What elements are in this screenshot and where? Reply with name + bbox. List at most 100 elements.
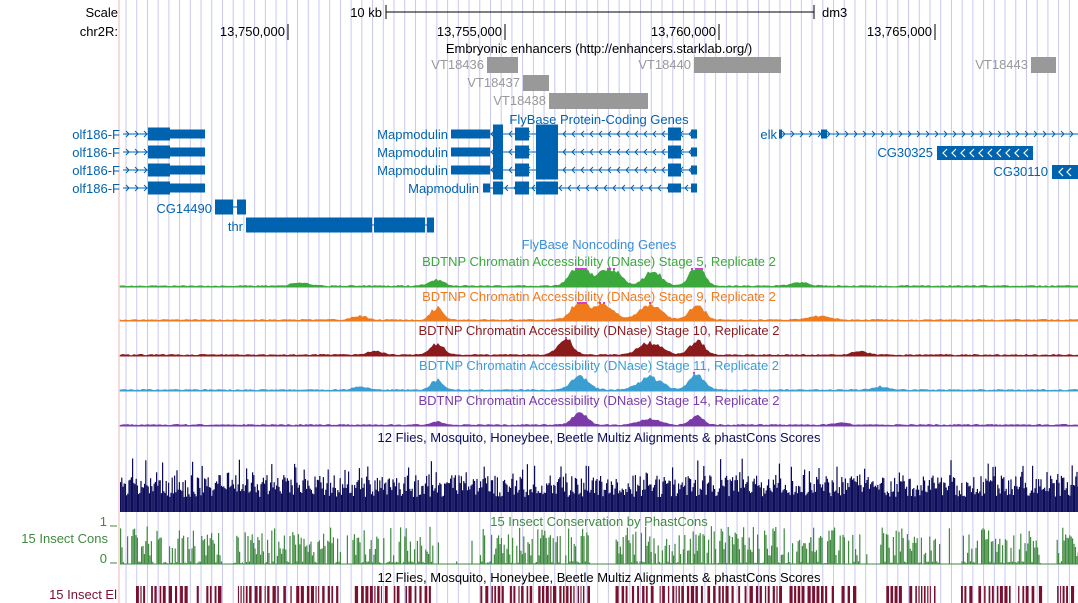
multiz-bar (1011, 489, 1013, 512)
noncoding-genes-track-title[interactable]: FlyBase Noncoding Genes (522, 237, 677, 252)
conserved-element (136, 586, 139, 603)
dnase-tracks[interactable]: BDTNP Chromatin Accessibility (DNase) St… (119, 254, 1078, 427)
multiz-bar (718, 488, 720, 512)
dnase-track-5[interactable]: BDTNP Chromatin Accessibility (DNase) St… (119, 393, 1078, 427)
enhancer-vt18438[interactable] (549, 93, 648, 109)
multiz-conservation-wiggle[interactable] (120, 458, 1078, 513)
gene-label-mapmodulin-1[interactable]: Mapmodulin (377, 127, 448, 142)
multiz-bar (649, 484, 651, 512)
enhancer-label-vt18443[interactable]: VT18443 (975, 57, 1028, 72)
multiz-bar (844, 478, 846, 512)
cons-bar (134, 528, 136, 564)
gene-model-cg30325[interactable] (937, 146, 1033, 160)
enhancer-vt18437[interactable] (523, 75, 549, 91)
gene-model-elk[interactable] (779, 129, 1078, 139)
cons-bar (318, 540, 320, 564)
multiz-bar (268, 490, 270, 512)
multiz-bar (964, 496, 966, 512)
cg30325-strand-arrow (942, 148, 948, 158)
cons-bar (883, 533, 885, 564)
gene-label-thr[interactable]: thr (228, 219, 244, 234)
protein-coding-genes-track[interactable]: FlyBase Protein-Coding Genes olf186-F ol… (72, 112, 1078, 234)
gene-models-mapmodulin[interactable] (451, 124, 697, 195)
gene-label-cg14490[interactable]: CG14490 (156, 201, 212, 216)
conserved-element (573, 586, 575, 603)
cons-bar (814, 552, 816, 564)
multiz-bar (208, 487, 210, 512)
gene-label-olf186-f-4[interactable]: olf186-F (72, 181, 120, 196)
insect-conservation-wiggle[interactable] (120, 526, 1078, 565)
multiz-bar (542, 494, 544, 512)
cons-bar (887, 534, 889, 564)
gene-label-cg30110[interactable]: CG30110 (993, 164, 1048, 179)
conserved-element (821, 586, 824, 603)
cons-bar (783, 528, 785, 564)
cons-bar (423, 562, 425, 564)
conserved-element (570, 586, 572, 603)
multiz-bar (517, 492, 519, 512)
multiz-bar (526, 464, 528, 512)
cons-bar (797, 541, 799, 564)
enhancer-vt18436[interactable] (487, 57, 518, 73)
gene-models-olf186-f[interactable] (123, 127, 205, 195)
cons-bar (930, 550, 932, 564)
cons-bar (671, 551, 673, 564)
multiz-bar (354, 485, 356, 512)
dnase-track-1[interactable]: BDTNP Chromatin Accessibility (DNase) St… (119, 254, 1078, 288)
conserved-element (996, 586, 999, 603)
dnase-track-3[interactable]: BDTNP Chromatin Accessibility (DNase) St… (119, 323, 1078, 357)
conserved-element (909, 586, 913, 603)
conserved-elements-track[interactable] (136, 586, 1075, 603)
multiz-bar (561, 487, 563, 512)
gene-label-mapmodulin-2[interactable]: Mapmodulin (377, 145, 448, 160)
enhancer-label-vt18438[interactable]: VT18438 (493, 93, 546, 108)
elk-model-strand-arrow (862, 130, 867, 138)
enhancer-label-vt18436[interactable]: VT18436 (431, 57, 484, 72)
multiz-bar (848, 487, 850, 512)
multiz-bar (990, 480, 992, 512)
multiz-bar (552, 493, 554, 512)
gene-model-thr[interactable] (246, 217, 434, 233)
gene-label-olf186-f-2[interactable]: olf186-F (72, 145, 120, 160)
gene-label-mapmodulin-3[interactable]: Mapmodulin (377, 163, 448, 178)
multiz-bar (645, 472, 647, 512)
cons-side-label[interactable]: 15 Insect Cons (21, 531, 108, 546)
cons-bar (710, 526, 712, 564)
multiz-bar (619, 490, 621, 512)
multiz-bar (223, 486, 225, 512)
gene-label-olf186-f-1[interactable]: olf186-F (72, 127, 120, 142)
dnase-track-4[interactable]: BDTNP Chromatin Accessibility (DNase) St… (119, 358, 1078, 392)
enhancer-label-vt18440[interactable]: VT18440 (638, 57, 691, 72)
gene-model-cg30110[interactable] (1052, 165, 1078, 179)
gene-label-olf186-f-3[interactable]: olf186-F (72, 163, 120, 178)
ruler-track[interactable]: Scale chr2R: 10 kb dm3 13,750,000 13,755… (80, 5, 936, 40)
enhancer-vt18440[interactable] (694, 57, 781, 73)
gene-label-cg30325[interactable]: CG30325 (877, 145, 933, 160)
cons-bar (239, 551, 241, 564)
conserved-element (767, 586, 770, 603)
multiz-bar (1042, 488, 1044, 512)
conserved-element (807, 586, 811, 603)
multiz-bar (595, 480, 597, 512)
multiz-bar (376, 477, 378, 512)
multiz-bar (124, 483, 126, 512)
enhancer-vt18443[interactable] (1031, 57, 1056, 73)
cons-bar (390, 528, 392, 564)
gene-model-cg14490[interactable] (215, 199, 246, 215)
dnase-track-2[interactable]: BDTNP Chromatin Accessibility (DNase) St… (119, 289, 1078, 322)
cons-bar (569, 561, 571, 564)
mapmodulin-model-4-strand-arrow (612, 184, 617, 192)
mapmodulin-model-4-strand-arrow (657, 184, 662, 192)
cons-bar (1063, 540, 1065, 564)
elements-side-label[interactable]: 15 Insect El (49, 587, 117, 602)
enhancer-label-vt18437[interactable]: VT18437 (467, 75, 520, 90)
gene-label-mapmodulin-4[interactable]: Mapmodulin (408, 181, 479, 196)
multiz-bar (871, 482, 873, 512)
multiz-bar (832, 482, 834, 512)
multiz-track-title[interactable]: 12 Flies, Mosquito, Honeybee, Beetle Mul… (378, 430, 821, 445)
mapmodulin-model-2-strand-arrow (508, 148, 513, 156)
enhancers-track[interactable]: Embryonic enhancers (http://enhancers.st… (431, 41, 1056, 109)
gene-label-elk[interactable]: elk (760, 127, 777, 142)
